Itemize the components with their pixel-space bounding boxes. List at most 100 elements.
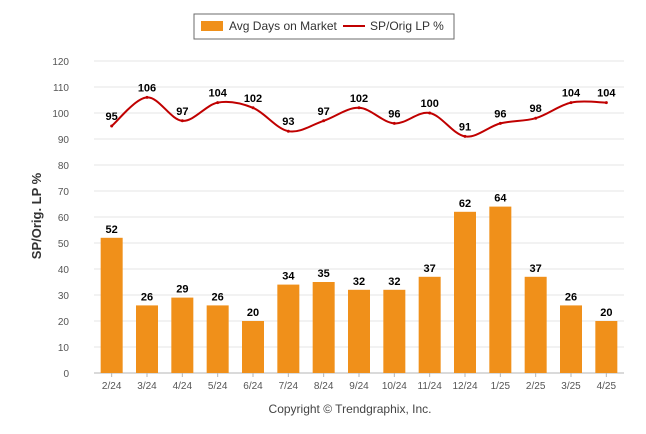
legend-line-label: SP/Orig LP % — [370, 19, 444, 33]
y-tick-label: 50 — [58, 239, 70, 250]
line-value-label: 96 — [388, 108, 400, 120]
line-value-label: 104 — [597, 88, 616, 100]
bar-value-label: 52 — [106, 224, 118, 236]
line-point — [251, 106, 255, 110]
bar-value-label: 64 — [494, 193, 507, 205]
x-tick-label: 3/25 — [561, 381, 581, 392]
bar — [100, 237, 123, 373]
bar — [418, 276, 441, 373]
y-tick-label: 20 — [58, 317, 70, 328]
line-value-label: 100 — [420, 98, 438, 110]
line-series — [110, 95, 608, 138]
bar — [171, 297, 194, 373]
line-value-label: 97 — [318, 106, 330, 118]
line-value-label: 104 — [562, 88, 581, 100]
bar-value-label: 20 — [247, 307, 259, 319]
x-tick-label: 2/25 — [526, 381, 546, 392]
y-tick-label: 120 — [52, 57, 69, 68]
line-value-label: 97 — [176, 106, 188, 118]
x-tick-label: 10/24 — [382, 381, 407, 392]
y-tick-label: 100 — [52, 109, 69, 120]
bar — [277, 284, 300, 373]
x-tick-label: 5/24 — [208, 381, 228, 392]
bar — [136, 305, 158, 373]
x-tick-label: 1/25 — [491, 381, 511, 392]
bar-value-label: 26 — [565, 291, 577, 303]
y-tick-label: 90 — [58, 135, 70, 146]
line-value-label: 96 — [494, 108, 506, 120]
bar-value-label: 26 — [141, 291, 153, 303]
line-point — [534, 116, 538, 120]
y-tick-label: 30 — [58, 291, 70, 302]
line-point — [216, 101, 220, 105]
bar — [242, 321, 264, 373]
legend: Avg Days on Market SP/Orig LP % — [193, 13, 455, 40]
bar-value-label: 34 — [282, 271, 295, 283]
y-tick-label: 110 — [53, 83, 69, 94]
x-tick-label: 9/24 — [349, 381, 369, 392]
bar — [348, 289, 370, 373]
line-value-label: 95 — [106, 111, 118, 123]
x-tick-label: 4/25 — [597, 381, 617, 392]
line-point — [428, 111, 432, 115]
x-tick-label: 8/24 — [314, 381, 334, 392]
bar — [454, 211, 476, 373]
copyright-text: Copyright © Trendgraphix, Inc. — [269, 402, 432, 416]
line-value-label: 102 — [244, 93, 262, 105]
x-axis-ticks: 2/24 3/24 4/24 5/24 6/24 7/24 8/24 9/24 10/24 11/… — [102, 373, 617, 392]
y-axis-title: SP/Orig. LP % — [29, 172, 44, 259]
bar-value-label: 32 — [353, 276, 365, 288]
line-value-label: 98 — [530, 103, 542, 115]
line-value-label: 91 — [459, 121, 471, 133]
bar — [206, 305, 229, 373]
y-tick-label: 60 — [58, 213, 70, 224]
y-tick-label: 0 — [63, 369, 69, 380]
x-tick-label: 11/24 — [418, 381, 443, 392]
line-value-label: 102 — [350, 93, 368, 105]
line-point — [110, 124, 114, 128]
bar-value-label: 26 — [212, 291, 224, 303]
y-tick-label: 40 — [58, 265, 70, 276]
bar — [383, 289, 406, 373]
bar — [560, 305, 582, 373]
line-point — [463, 134, 467, 138]
bar-value-label: 35 — [318, 268, 330, 280]
bar-value-label: 29 — [176, 284, 188, 296]
x-tick-label: 2/24 — [102, 381, 122, 392]
line-point — [322, 119, 326, 123]
bar — [595, 321, 618, 373]
line-point — [569, 101, 573, 105]
line-point — [498, 121, 502, 125]
bar-data-labels: 52 26 29 26 20 34 35 32 32 37 62 64 37 26 20 — [106, 193, 613, 319]
y-tick-label: 80 — [58, 161, 70, 172]
y-axis-ticks: 0 10 20 30 40 50 60 70 80 90 100 110 120 — [52, 57, 69, 380]
line-point — [145, 95, 149, 99]
line-point — [286, 129, 290, 133]
legend-bar-swatch — [201, 21, 223, 31]
x-tick-label: 7/24 — [279, 381, 299, 392]
x-tick-label: 12/24 — [452, 381, 477, 392]
bar — [524, 276, 547, 373]
line-value-label: 104 — [208, 88, 227, 100]
bar-value-label: 62 — [459, 198, 471, 210]
legend-box — [193, 13, 455, 40]
bar-value-label: 37 — [530, 263, 542, 275]
line-value-label: 93 — [282, 116, 294, 128]
x-tick-label: 3/24 — [137, 381, 157, 392]
x-tick-label: 4/24 — [173, 381, 193, 392]
y-tick-label: 10 — [58, 343, 70, 354]
bar — [489, 206, 512, 373]
line-value-label: 106 — [138, 82, 156, 94]
x-tick-label: 6/24 — [243, 381, 263, 392]
line-point — [392, 121, 396, 125]
bar-value-label: 37 — [424, 263, 436, 275]
bar-value-label: 20 — [600, 307, 612, 319]
bar — [312, 282, 335, 373]
bar-series — [100, 206, 618, 373]
line-point — [180, 119, 184, 123]
line-point — [357, 106, 361, 110]
y-tick-label: 70 — [58, 187, 70, 198]
bar-value-label: 32 — [388, 276, 400, 288]
line-data-labels: 95 106 97 104 102 93 97 102 96 100 91 96 98 104 104 — [106, 82, 617, 133]
